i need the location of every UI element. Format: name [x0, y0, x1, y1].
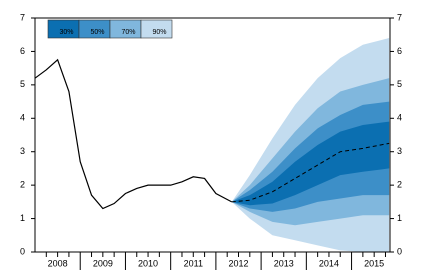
- x-tick-label: 2012: [228, 258, 248, 268]
- y2-tick-label: 5: [397, 79, 402, 89]
- y-tick-label: 1: [20, 213, 25, 223]
- fan-band: [231, 121, 390, 206]
- central-projection: [231, 142, 390, 203]
- y2-tick-label: 1: [397, 213, 402, 223]
- x-tick-label: 2010: [138, 258, 158, 268]
- x-tick-label: 2009: [93, 258, 113, 268]
- y-tick-label: 6: [20, 46, 25, 56]
- x-tick-label: 2011: [184, 258, 203, 268]
- legend-label: 90%: [152, 29, 166, 36]
- x-tick-label: 2014: [319, 258, 339, 268]
- y2-tick-label: 6: [397, 46, 402, 56]
- y-tick-label: 5: [20, 79, 25, 89]
- x-tick-label: 2013: [274, 258, 294, 268]
- y2-tick-label: 0: [397, 246, 402, 256]
- legend-label: 30%: [59, 29, 73, 36]
- legend-swatch: [140, 19, 173, 39]
- history-line: [34, 58, 233, 210]
- y-tick-label: 3: [20, 146, 25, 156]
- y-tick-label: 4: [20, 113, 25, 123]
- y2-tick-label: 2: [397, 180, 402, 190]
- y-tick-label: 0: [20, 246, 25, 256]
- y-tick-label: 2: [20, 180, 25, 190]
- legend-label: 70%: [121, 29, 135, 36]
- y2-tick-label: 4: [397, 113, 402, 123]
- legend-label: 50%: [90, 29, 104, 36]
- plot-frame: [34, 17, 391, 253]
- x-tick-label: 2008: [48, 258, 68, 268]
- y2-tick-label: 3: [397, 146, 402, 156]
- x-tick-label: 2015: [364, 258, 384, 268]
- y-tick-label: 7: [20, 12, 25, 22]
- y2-tick-label: 7: [397, 12, 402, 22]
